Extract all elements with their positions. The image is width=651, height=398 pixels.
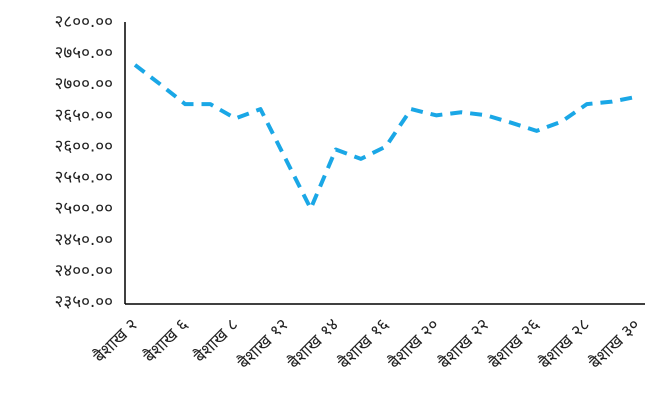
- y-tick-label: २६००.००: [55, 136, 113, 156]
- x-tick-label: बैशाख १६: [334, 314, 393, 373]
- x-tick-label: बैशाख १४: [284, 314, 343, 373]
- x-tick-label: बैशाख १२: [234, 314, 293, 373]
- x-tick-label: बैशाख २६: [485, 314, 544, 373]
- x-tick-label: बैशाख २८: [535, 314, 594, 373]
- line-series: [133, 63, 638, 211]
- y-tick-label: २७००.००: [55, 74, 113, 94]
- y-tick-label: २३५०.००: [55, 292, 113, 312]
- x-tick-label: बैशाख २०: [384, 314, 443, 373]
- y-tick-label: २६५०.००: [55, 105, 113, 125]
- x-tick-label: बैशाख २: [89, 314, 142, 367]
- y-tick-label: २७५०.००: [55, 43, 113, 63]
- y-tick-label: २४००.००: [55, 261, 113, 281]
- x-tick-label: बैशाख ३०: [585, 314, 644, 373]
- y-tick-label: २८००.००: [55, 12, 113, 32]
- x-tick-label: बैशाख २२: [434, 314, 493, 373]
- y-tick-label: २५००.००: [55, 199, 113, 219]
- y-tick-label: २४५०.००: [55, 230, 113, 250]
- x-tick-label: बैशाख ६: [139, 314, 192, 367]
- y-tick-label: २५५०.००: [55, 168, 113, 188]
